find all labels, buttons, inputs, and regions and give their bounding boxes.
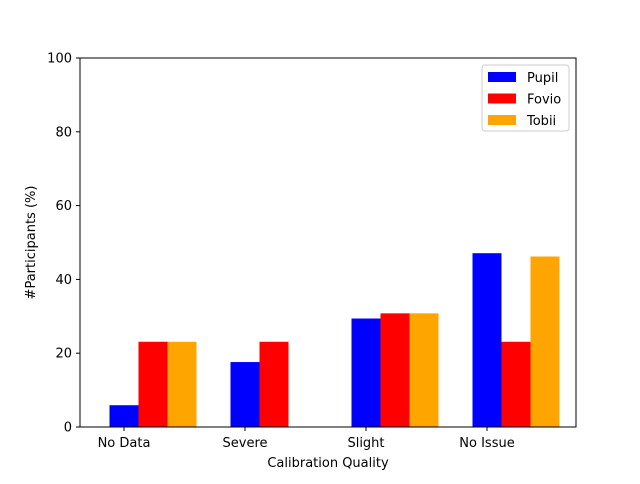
legend-swatch-pupil [488, 72, 516, 82]
bar-pupil-no-issue [472, 253, 502, 427]
bar-fovio-no-issue [501, 341, 531, 427]
bar-fovio-severe [259, 341, 289, 427]
bar-pupil-severe [230, 362, 260, 427]
legend: Pupil Fovio Tobii [481, 64, 570, 132]
legend-label-pupil: Pupil [527, 71, 558, 86]
x-axis: No Data Severe Slight No Issue [98, 427, 515, 451]
bar-fovio-no-data [138, 341, 168, 427]
bar-tobii-slight [409, 313, 439, 427]
x-tick-label: Severe [223, 436, 268, 451]
bar-fovio-slight [380, 313, 410, 427]
y-axis: 0 20 40 60 80 100 [47, 52, 80, 436]
x-tick-label: No Issue [459, 436, 514, 451]
axes-frame [79, 57, 577, 428]
legend-swatch-tobii [488, 115, 516, 125]
legend-label-fovio: Fovio [527, 93, 561, 108]
legend-swatch-fovio [488, 93, 516, 104]
y-axis-label: #Participants (%) [24, 186, 39, 300]
y-tick-label: 0 [64, 421, 72, 436]
x-tick-label: No Data [98, 436, 151, 451]
y-tick-label: 100 [47, 52, 72, 67]
y-tick-label: 60 [55, 199, 72, 214]
bar-tobii-no-issue [530, 256, 560, 427]
y-tick-label: 40 [55, 273, 72, 288]
y-tick-label: 20 [55, 347, 72, 362]
x-tick-label: Slight [347, 436, 384, 451]
legend-label-tobii: Tobii [526, 114, 556, 129]
bar-pupil-slight [351, 318, 381, 427]
y-tick-label: 80 [55, 125, 72, 140]
bars-layer [109, 253, 560, 427]
bar-tobii-no-data [167, 341, 197, 427]
bar-pupil-no-data [109, 405, 139, 427]
x-axis-label: Calibration Quality [267, 456, 389, 471]
